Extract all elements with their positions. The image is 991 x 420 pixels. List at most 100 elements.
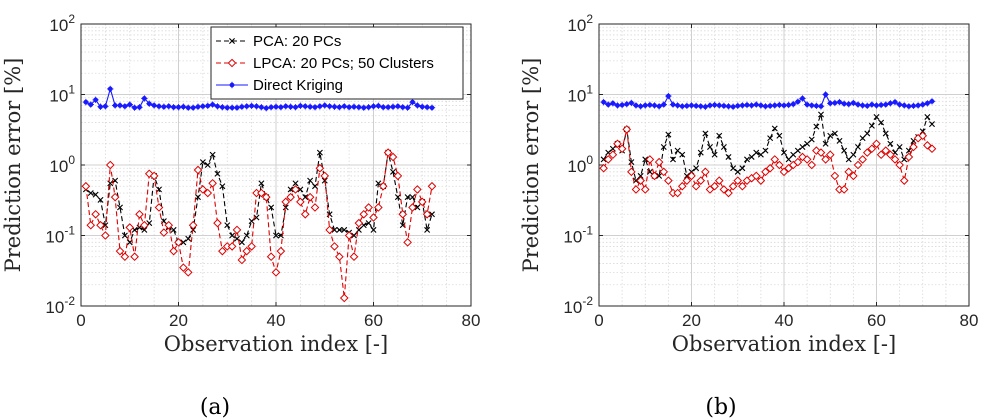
data-point: [140, 220, 149, 230]
data-point-star: [277, 104, 285, 111]
data-point-star: [864, 102, 871, 110]
data-point: [882, 130, 889, 137]
legend-entry: Direct Kriging: [253, 77, 343, 94]
data-point-star: [126, 101, 133, 108]
x-tick-label: 20: [682, 311, 701, 330]
data-point: [628, 159, 635, 166]
data-point: [198, 185, 208, 194]
data-point-star: [928, 98, 936, 105]
data-point-star: [292, 104, 299, 111]
data-point-star: [924, 100, 931, 107]
data-point: [354, 218, 364, 228]
data-point: [701, 167, 710, 177]
data-point: [195, 194, 201, 201]
data-point-star: [873, 102, 880, 109]
data-point: [149, 171, 159, 181]
data-point-star: [219, 104, 226, 111]
data-point-star: [628, 99, 635, 107]
legend-entry: PCA: 20 PCs: [253, 33, 341, 50]
data-point: [273, 232, 279, 239]
data-point-star: [189, 104, 197, 111]
data-point-star: [757, 102, 765, 109]
data-point: [830, 171, 840, 181]
data-point-star: [660, 101, 667, 108]
data-point: [224, 222, 231, 229]
data-point-star: [341, 103, 348, 110]
data-point-star: [107, 85, 114, 93]
data-point: [808, 136, 815, 143]
data-point: [296, 197, 305, 207]
data-point: [790, 151, 797, 158]
data-point: [229, 232, 236, 239]
data-point-star: [817, 103, 825, 110]
data-point: [383, 148, 393, 157]
data-point: [730, 165, 737, 172]
data-point: [794, 147, 801, 154]
legend-box: [210, 26, 464, 100]
data-point-star: [233, 104, 241, 111]
data-point: [876, 150, 886, 160]
data-point: [771, 125, 778, 132]
data-point: [710, 181, 719, 191]
data-point: [394, 194, 401, 201]
data-point: [909, 142, 918, 152]
data-point-star: [697, 103, 704, 110]
legend-marker: [227, 58, 237, 68]
data-point: [117, 204, 123, 211]
data-point-star: [679, 103, 686, 110]
data-point-star: [350, 103, 358, 110]
data-point: [631, 185, 641, 194]
data-point: [849, 171, 858, 181]
data-point: [793, 157, 803, 167]
data-point: [110, 192, 120, 202]
data-point: [291, 185, 300, 194]
data-point: [654, 157, 664, 167]
data-point: [738, 181, 747, 191]
data-point: [636, 176, 645, 185]
data-point: [258, 180, 265, 187]
data-point-star: [297, 102, 304, 110]
data-point: [867, 144, 877, 154]
data-point: [302, 194, 309, 201]
data-point: [247, 242, 256, 251]
data-point: [203, 188, 213, 198]
data-point-star: [116, 102, 124, 109]
data-point: [799, 144, 806, 150]
data-point: [364, 203, 373, 212]
data-point: [315, 163, 325, 173]
y-tick-label: 101: [567, 83, 593, 106]
legend-entry: LPCA: 20 PCs; 50 Clusters: [253, 55, 434, 72]
data-point-star: [180, 103, 187, 110]
data-point-star: [345, 104, 353, 111]
data-point: [121, 232, 128, 239]
data-point: [839, 185, 849, 194]
data-point: [822, 140, 829, 147]
data-point-star: [272, 103, 280, 110]
y-tick-label: 100: [49, 153, 75, 176]
data-point-star: [614, 102, 621, 109]
data-point-star: [267, 104, 275, 111]
data-point: [422, 209, 432, 219]
data-point-star: [248, 102, 255, 110]
data-point: [770, 155, 780, 164]
data-point: [679, 151, 686, 158]
data-point-star: [618, 101, 626, 109]
data-point: [125, 223, 135, 232]
data-point-star: [121, 103, 129, 110]
data-point: [859, 135, 866, 142]
data-point-star: [896, 101, 903, 108]
data-point: [670, 156, 676, 163]
data-point: [179, 263, 188, 272]
data-point: [756, 176, 766, 185]
data-point: [349, 252, 359, 262]
data-point-star: [92, 96, 99, 104]
data-point-star: [706, 102, 714, 109]
x-tick-label: 0: [76, 311, 85, 330]
data-point: [238, 239, 245, 246]
data-point: [751, 171, 761, 181]
data-point: [409, 194, 416, 201]
x-tick-label: 0: [594, 311, 603, 330]
data-point-star: [674, 102, 681, 109]
data-point-star: [360, 104, 367, 111]
